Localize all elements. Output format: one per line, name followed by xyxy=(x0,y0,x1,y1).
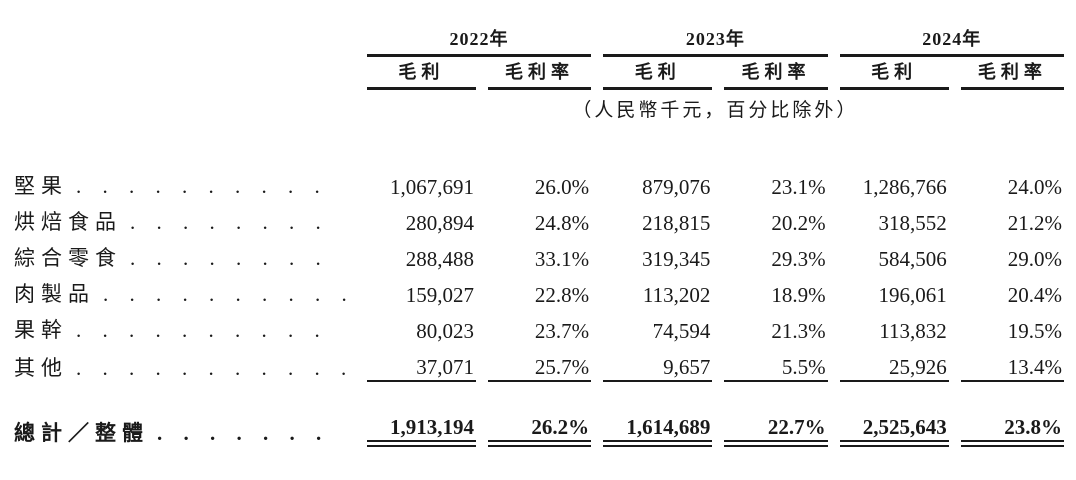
cell-2024-gross-margin: 13.4% xyxy=(960,344,1064,382)
row-label-text: 烘焙食品 xyxy=(14,210,122,234)
row-label-baked-goods: 烘焙食品 . . . . . . . . xyxy=(14,200,355,236)
row-label-total: 總計／整體 . . . . . . . xyxy=(14,404,355,447)
cell-2022-gross-profit: 37,071 xyxy=(366,344,476,382)
cell-2022-gross-margin: 25.7% xyxy=(487,344,592,382)
cell-2022-gross-profit: 1,067,691 xyxy=(389,175,474,199)
table-row-others: 其他 . . . . . . . . . . . 37,071 25.7% 9,6… xyxy=(14,344,1064,382)
cell-2024-gross-profit: 318,552 xyxy=(878,211,947,235)
dot-leader: . . . . . . . . . . xyxy=(76,318,328,342)
cell-2023-gross-margin: 29.3% xyxy=(771,247,826,271)
row-label-text: 肉製品 xyxy=(14,282,95,306)
cell-2023-gross-profit: 74,594 xyxy=(652,319,711,343)
row-label-text: 果幹 xyxy=(14,318,68,342)
cell-2023-gross-margin: 21.3% xyxy=(771,319,826,343)
table-row-mixed-snacks: 綜合零食 . . . . . . . . 288,488 33.1% 319,34… xyxy=(14,236,1064,272)
cell-2024-gross-profit: 1,286,766 xyxy=(862,175,947,199)
row-label-others: 其他 . . . . . . . . . . . xyxy=(14,344,355,382)
dot-leader: . . . . . . . . xyxy=(130,210,329,234)
cell-2024-gross-profit: 25,926 xyxy=(839,344,949,382)
row-label-text: 總計／整體 xyxy=(14,421,149,445)
cell-2023-gross-profit: 319,345 xyxy=(642,247,711,271)
col-header-2023-gross-margin: 毛利率 xyxy=(724,57,828,90)
col-header-2023-gross-profit: 毛利 xyxy=(603,57,713,90)
row-label-text: 其他 xyxy=(14,356,68,380)
cell-2022-gross-margin: 33.1% xyxy=(534,247,590,271)
spacer-row xyxy=(14,126,1064,164)
cell-2022-gross-margin: 24.8% xyxy=(534,211,590,235)
table-row-meat-products: 肉製品 . . . . . . . . . . 159,027 22.8% 113… xyxy=(14,272,1064,308)
table-row-dried-fruit: 果幹 . . . . . . . . . . 80,023 23.7% 74,59… xyxy=(14,308,1064,344)
cell-2024-gross-profit: 584,506 xyxy=(878,247,947,271)
cell-2022-gross-margin: 22.8% xyxy=(534,283,590,307)
cell-2024-gross-profit: 113,832 xyxy=(879,319,947,343)
year-header-spacer xyxy=(14,22,355,57)
row-label-nuts: 堅果 . . . . . . . . . . xyxy=(14,164,355,200)
dot-leader: . . . . . . . . . . xyxy=(76,174,328,198)
cell-2024-gross-profit: 196,061 xyxy=(878,283,947,307)
spacer-row xyxy=(14,382,1064,404)
total-2022-gross-margin: 26.2% xyxy=(487,404,592,447)
row-label-text: 堅果 xyxy=(14,174,68,198)
table-row-nuts: 堅果 . . . . . . . . . . 1,067,691 26.0% 87… xyxy=(14,164,1064,200)
dot-leader: . . . . . . . . xyxy=(130,246,329,270)
col-header-2024-gross-margin: 毛利率 xyxy=(960,57,1064,90)
cell-2023-gross-profit: 113,202 xyxy=(642,283,711,307)
row-label-dried-fruit: 果幹 . . . . . . . . . . xyxy=(14,308,355,344)
cell-2023-gross-margin: 23.1% xyxy=(771,175,826,199)
cell-2022-gross-margin: 26.0% xyxy=(534,175,590,199)
total-2022-gross-profit: 1,913,194 xyxy=(366,404,476,447)
row-label-text: 綜合零食 xyxy=(14,246,122,270)
cell-2024-gross-margin: 21.2% xyxy=(1007,211,1062,235)
cell-2023-gross-profit: 9,657 xyxy=(603,344,713,382)
unit-note-row: （人民幣千元，百分比除外） xyxy=(14,90,1064,126)
cell-2022-gross-profit: 159,027 xyxy=(405,283,474,307)
cell-2024-gross-margin: 19.5% xyxy=(1007,319,1062,343)
year-header-2024: 2024年 xyxy=(839,22,1064,57)
cell-2023-gross-margin: 5.5% xyxy=(724,344,828,382)
subheader-row: 毛利 毛利率 毛利 毛利率 毛利 毛利率 xyxy=(14,57,1064,90)
total-2023-gross-profit: 1,614,689 xyxy=(603,404,713,447)
unit-note: （人民幣千元，百分比除外） xyxy=(572,99,859,121)
dot-leader: . . . . . . . . . . xyxy=(103,282,355,306)
year-header-2023: 2023年 xyxy=(603,22,828,57)
cell-2022-gross-profit: 288,488 xyxy=(405,247,474,271)
row-label-mixed-snacks: 綜合零食 . . . . . . . . xyxy=(14,236,355,272)
year-header-2022: 2022年 xyxy=(366,22,592,57)
cell-2022-gross-profit: 280,894 xyxy=(405,211,474,235)
cell-2023-gross-profit: 218,815 xyxy=(642,211,711,235)
cell-2024-gross-margin: 29.0% xyxy=(1007,247,1062,271)
cell-2022-gross-profit: 80,023 xyxy=(416,319,474,343)
cell-2023-gross-margin: 20.2% xyxy=(771,211,826,235)
dot-leader: . . . . . . . . . . . xyxy=(76,356,355,380)
col-header-2022-gross-margin: 毛利率 xyxy=(487,57,592,90)
year-header-row: 2022年 2023年 2024年 xyxy=(14,22,1064,57)
table-row-baked-goods: 烘焙食品 . . . . . . . . 280,894 24.8% 218,81… xyxy=(14,200,1064,236)
cell-2022-gross-margin: 23.7% xyxy=(534,319,590,343)
total-2023-gross-margin: 22.7% xyxy=(724,404,828,447)
total-2024-gross-margin: 23.8% xyxy=(960,404,1064,447)
total-2024-gross-profit: 2,525,643 xyxy=(839,404,949,447)
cell-2023-gross-profit: 879,076 xyxy=(642,175,711,199)
cell-2023-gross-margin: 18.9% xyxy=(771,283,826,307)
gross-profit-table: 2022年 2023年 2024年 毛利 毛利率 毛利 毛利率 毛利 毛利率 （… xyxy=(2,22,1076,447)
dot-leader: . . . . . . . xyxy=(157,421,330,445)
col-header-2022-gross-profit: 毛利 xyxy=(366,57,476,90)
cell-2024-gross-margin: 20.4% xyxy=(1007,283,1062,307)
col-header-2024-gross-profit: 毛利 xyxy=(839,57,949,90)
cell-2024-gross-margin: 24.0% xyxy=(1007,175,1062,199)
subheader-spacer xyxy=(14,57,355,90)
table-row-total: 總計／整體 . . . . . . . 1,913,194 26.2% 1,614… xyxy=(14,404,1064,447)
row-label-meat-products: 肉製品 . . . . . . . . . . xyxy=(14,272,355,308)
unit-note-spacer xyxy=(14,90,355,126)
